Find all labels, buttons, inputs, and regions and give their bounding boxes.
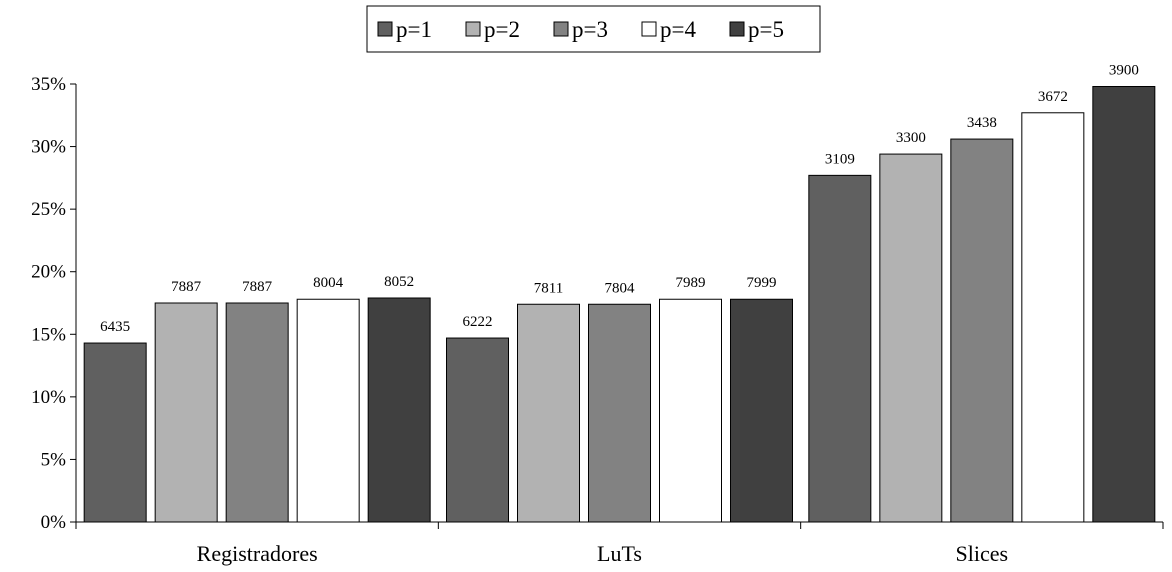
data-label: 3109 bbox=[825, 151, 855, 167]
legend-swatch bbox=[553, 21, 569, 37]
bar-p=2 bbox=[154, 302, 218, 523]
legend-label: p=5 bbox=[748, 17, 784, 42]
data-label: 7804 bbox=[605, 280, 636, 296]
legend-swatch bbox=[641, 21, 657, 37]
legend-swatch bbox=[465, 21, 481, 37]
data-label: 3900 bbox=[1109, 63, 1139, 79]
legend-swatch bbox=[729, 21, 745, 37]
legend-label: p=2 bbox=[484, 17, 520, 42]
bar-p=4 bbox=[296, 298, 360, 523]
bar-p=4 bbox=[659, 298, 722, 523]
bars bbox=[83, 86, 1156, 523]
data-label: 7989 bbox=[676, 275, 706, 291]
legend-label: p=1 bbox=[396, 17, 432, 42]
data-label: 3672 bbox=[1038, 89, 1068, 105]
data-labels: 6435 7887 7887 8004 8052 6222 7811 7804 7989 7999… bbox=[100, 63, 1139, 336]
bar-p=1 bbox=[83, 342, 147, 523]
bar-p=4 bbox=[1021, 112, 1085, 523]
data-label: 8004 bbox=[313, 275, 344, 291]
x-category-label: Registradores bbox=[197, 541, 318, 566]
x-category-label: LuTs bbox=[597, 541, 642, 566]
data-label: 6435 bbox=[100, 319, 130, 335]
y-tick-label: 5% bbox=[41, 449, 67, 470]
bar-p=3 bbox=[225, 302, 289, 523]
y-tick-label: 30% bbox=[31, 137, 66, 158]
legend-swatch bbox=[377, 21, 393, 37]
bar-p=1 bbox=[446, 337, 509, 523]
y-tick-label: 35% bbox=[31, 74, 66, 95]
y-tick-label: 15% bbox=[31, 324, 66, 345]
data-label: 3438 bbox=[967, 115, 997, 131]
x-category-label: Slices bbox=[956, 541, 1009, 566]
data-label: 7887 bbox=[171, 279, 202, 295]
bar-p=2 bbox=[879, 153, 943, 523]
legend-label: p=4 bbox=[660, 17, 696, 42]
data-label: 3300 bbox=[896, 130, 926, 146]
legend-label: p=3 bbox=[572, 17, 608, 42]
data-label: 8052 bbox=[384, 274, 414, 290]
y-tick-label: 20% bbox=[31, 262, 66, 283]
bar-p=3 bbox=[588, 303, 651, 523]
y-tick-label: 0% bbox=[41, 512, 67, 533]
bar-p=3 bbox=[950, 138, 1014, 523]
y-tick-label: 25% bbox=[31, 199, 66, 220]
bar-p=5 bbox=[367, 297, 431, 523]
bar-p=2 bbox=[517, 303, 580, 523]
legend: p=1 p=2 p=3 p=4 p=5 bbox=[366, 5, 821, 53]
bar-p=5 bbox=[1092, 86, 1156, 523]
y-tick-label: 10% bbox=[31, 387, 66, 408]
bar-p=1 bbox=[808, 174, 872, 523]
data-label: 7999 bbox=[747, 275, 777, 291]
data-label: 6222 bbox=[463, 314, 493, 330]
data-label: 7887 bbox=[242, 279, 273, 295]
bar-p=5 bbox=[730, 298, 793, 523]
data-label: 7811 bbox=[534, 280, 563, 296]
